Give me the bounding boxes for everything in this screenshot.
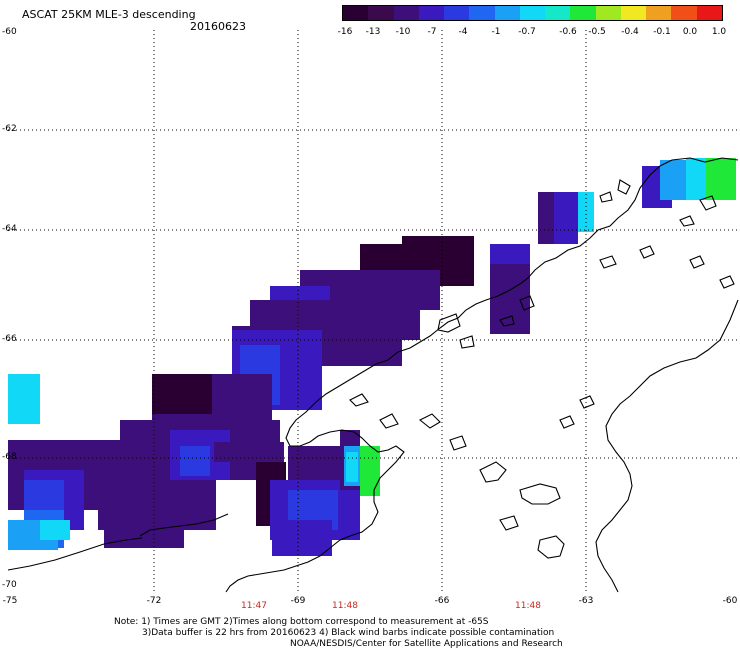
- color-scale-swatch: [444, 6, 470, 20]
- color-scale-swatch: [519, 6, 546, 20]
- latitude-label: -60: [2, 27, 17, 37]
- longitude-label: -63: [578, 596, 594, 606]
- color-scale-label: -7: [427, 27, 437, 37]
- note-line-2: 3)Data buffer is 22 hrs from 20160623 4)…: [142, 628, 555, 638]
- color-scale-swatch: [671, 6, 697, 20]
- longitude-label: -60: [722, 596, 738, 606]
- latitude-label: -66: [2, 334, 17, 344]
- latitude-label: -68: [2, 452, 17, 462]
- data-cell: [360, 446, 380, 496]
- data-cell: [8, 374, 40, 424]
- data-cell: [490, 244, 530, 264]
- data-cell: [40, 520, 70, 540]
- color-scale-label: -0.1: [653, 27, 671, 37]
- color-scale-label: -16: [337, 27, 353, 37]
- data-cells: [8, 158, 736, 556]
- data-cell: [346, 452, 358, 482]
- color-scale-label: -0.5: [588, 27, 606, 37]
- time-label: 11:48: [332, 601, 358, 611]
- longitude-label: -66: [434, 596, 450, 606]
- color-scale-swatch: [494, 6, 520, 20]
- coastline: [7, 157, 739, 593]
- latitude-label: -70: [2, 580, 17, 590]
- time-label: 11:47: [241, 601, 267, 611]
- color-scale-swatch: [620, 6, 647, 20]
- note-line-1: Note: 1) Times are GMT 2)Times along bot…: [114, 617, 489, 627]
- data-cell: [686, 158, 706, 200]
- color-scale-swatch: [368, 6, 394, 20]
- latitude-label: -62: [2, 124, 17, 134]
- latitude-label: -64: [2, 224, 17, 234]
- color-scale-swatch: [393, 6, 419, 20]
- color-scale-bar: [342, 5, 723, 21]
- data-cell: [538, 192, 554, 244]
- color-scale-label: -0.7: [518, 27, 536, 37]
- time-label: 11:48: [515, 601, 541, 611]
- color-scale-swatch: [545, 6, 571, 20]
- data-cell: [98, 480, 216, 530]
- color-scale-label: 1.0: [711, 27, 727, 37]
- map-title: ASCAT 25KM MLE-3 descending: [22, 8, 196, 21]
- data-cell: [578, 192, 594, 232]
- data-cell: [272, 520, 332, 556]
- data-cell: [104, 528, 184, 548]
- color-scale-label: -10: [395, 27, 411, 37]
- color-scale-swatch: [343, 6, 369, 20]
- longitude-label: -75: [2, 596, 18, 606]
- data-cell: [706, 158, 736, 200]
- color-scale-swatch: [595, 6, 621, 20]
- grid-lines: [8, 30, 738, 592]
- color-scale-swatch: [418, 6, 445, 20]
- longitude-label: -69: [290, 596, 306, 606]
- data-cell: [180, 446, 210, 476]
- color-scale-label: -0.4: [621, 27, 639, 37]
- data-cell: [214, 442, 284, 462]
- color-scale-label: -0.6: [559, 27, 577, 37]
- color-scale-swatch: [696, 6, 722, 20]
- color-scale-swatch: [570, 6, 596, 20]
- color-scale-label: -1: [491, 27, 501, 37]
- color-scale-swatch: [469, 6, 495, 20]
- note-line-3: NOAA/NESDIS/Center for Satellite Applica…: [290, 639, 563, 649]
- color-scale-label: 0.0: [682, 27, 698, 37]
- data-cell: [152, 374, 212, 414]
- map-date: 20160623: [190, 20, 246, 33]
- color-scale-swatch: [646, 6, 672, 20]
- color-scale-label: -13: [365, 27, 381, 37]
- longitude-label: -72: [146, 596, 162, 606]
- color-scale-label: -4: [458, 27, 468, 37]
